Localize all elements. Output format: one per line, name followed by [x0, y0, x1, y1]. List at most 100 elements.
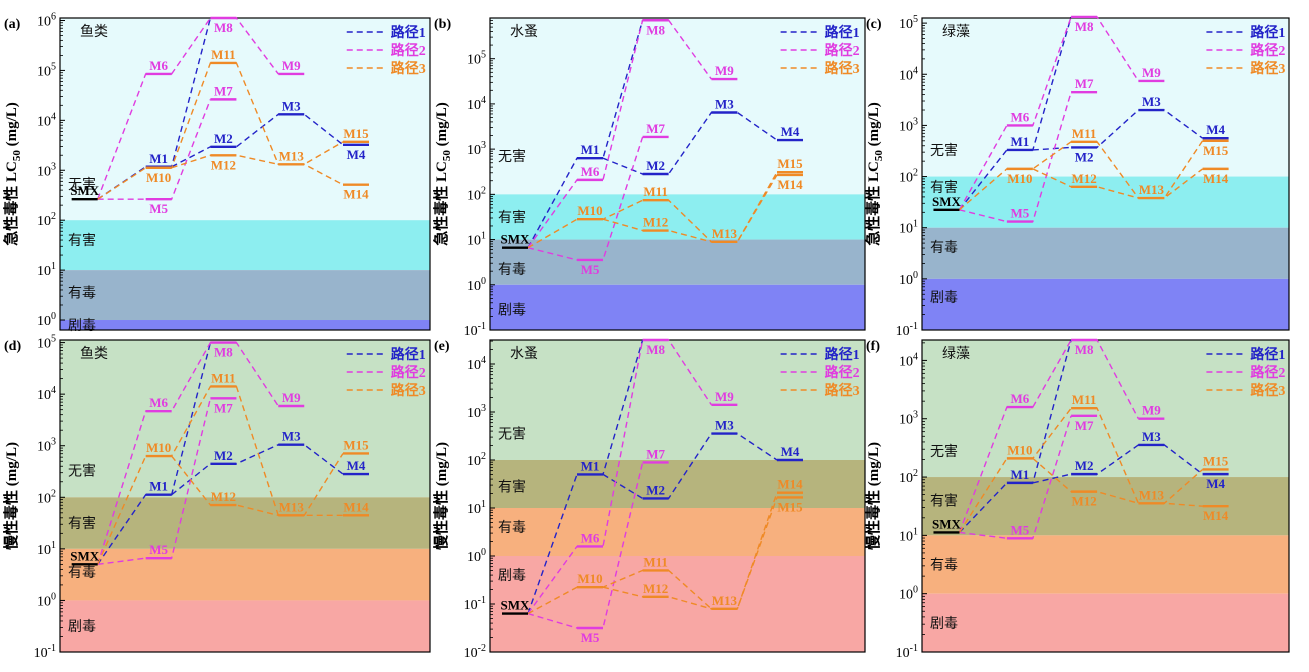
level-label-m9: M9 — [1142, 403, 1161, 418]
zone-band — [60, 220, 430, 271]
zone-band — [490, 460, 865, 508]
level-label-smx: SMX — [932, 194, 962, 209]
pathway-line — [527, 19, 712, 249]
zone-band — [922, 535, 1289, 594]
y-tick-label: 10-2 — [464, 643, 486, 661]
level-label-m1: M1 — [1010, 134, 1029, 149]
y-tick-label: 100 — [899, 270, 918, 288]
zone-label: 有害 — [68, 516, 96, 532]
level-label-m15: M15 — [343, 437, 369, 452]
pathway-line — [958, 16, 1139, 211]
legend-entry: 路径2 — [1250, 42, 1285, 59]
zone-label: 无害 — [498, 149, 526, 165]
level-label-m10: M10 — [1007, 171, 1032, 186]
pathway-line — [97, 17, 279, 200]
zone-band — [490, 508, 865, 556]
level-label-m15: M15 — [1203, 453, 1229, 468]
y-axis-title: 慢性毒性 (mg/L) — [2, 442, 20, 550]
y-tick-label: 10-1 — [464, 321, 486, 339]
pathway-line — [602, 174, 778, 243]
level-label-m9: M9 — [715, 63, 734, 78]
level-label-m15: M15 — [777, 156, 803, 171]
organism-label: 水蚤 — [510, 346, 538, 362]
y-tick-label: 105 — [37, 334, 56, 352]
zone-label: 有毒 — [930, 558, 958, 574]
level-label-m3: M3 — [282, 98, 301, 113]
pathway-line — [1032, 109, 1204, 151]
y-tick-label: 104 — [37, 111, 56, 129]
level-label-m7: M7 — [646, 446, 665, 461]
zone-label: 无害 — [930, 143, 958, 159]
zone-label: 无害 — [68, 463, 96, 479]
organism-label: 鱼类 — [80, 345, 108, 362]
zone-label: 剧毒 — [68, 318, 96, 334]
y-tick-label: 105 — [899, 14, 918, 32]
level-label-m4: M4 — [1206, 476, 1225, 491]
level-label-m11: M11 — [643, 554, 668, 569]
y-tick-label: 101 — [899, 526, 918, 544]
level-label-m15: M15 — [1203, 143, 1229, 158]
panel-label: (e) — [434, 339, 450, 354]
zone-label: 有害 — [498, 479, 526, 495]
level-label-m5: M5 — [1010, 206, 1029, 221]
level-label-m13: M13 — [1139, 182, 1165, 197]
zone-band — [922, 227, 1289, 279]
level-label-smx: SMX — [932, 516, 962, 531]
zone-label: 无害 — [498, 427, 526, 443]
y-axis-title: 慢性毒性 (mg/L) — [432, 442, 450, 550]
pathway-line — [958, 16, 1072, 211]
legend-entry: 路径2 — [391, 364, 426, 381]
y-tick-label: 10-1 — [464, 595, 486, 613]
legend-entry: 路径3 — [825, 60, 860, 77]
legend-entry: 路径1 — [391, 346, 426, 363]
y-tick-label: 103 — [899, 410, 918, 428]
zone-band — [60, 18, 430, 221]
plot-frame — [921, 339, 1290, 653]
legend-entry: 路径1 — [825, 24, 860, 41]
y-tick-label: 102 — [467, 185, 486, 203]
zone-band — [922, 340, 1289, 478]
plot-frame — [59, 17, 431, 331]
y-tick-label: 103 — [467, 140, 486, 158]
y-tick-label: 106 — [37, 11, 56, 29]
level-label-m12: M12 — [643, 215, 668, 230]
zone-label: 有害 — [930, 493, 958, 509]
y-tick-label: 104 — [467, 95, 486, 113]
legend-entry: 路径2 — [391, 42, 426, 59]
level-label-m3: M3 — [1142, 429, 1161, 444]
plot-frame — [489, 339, 866, 653]
level-label-m5: M5 — [1010, 522, 1029, 537]
level-label-m4: M4 — [347, 147, 366, 162]
level-label-m10: M10 — [146, 170, 171, 185]
level-label-smx: SMX — [501, 598, 531, 613]
zone-band — [60, 340, 430, 498]
level-label-m8: M8 — [1075, 19, 1094, 34]
y-axis-title: 慢性毒性 (mg/L) — [864, 442, 882, 550]
zone-label: 剧毒 — [498, 568, 526, 584]
zone-band — [60, 548, 430, 601]
legend-entry: 路径3 — [1250, 382, 1285, 399]
zone-band — [60, 270, 430, 321]
level-label-m9: M9 — [282, 58, 301, 73]
level-label-m5: M5 — [581, 262, 600, 277]
legend-entry: 路径2 — [825, 364, 860, 381]
y-tick-label: 10-1 — [896, 643, 918, 661]
level-label-m8: M8 — [214, 20, 233, 35]
level-label-m11: M11 — [211, 370, 236, 385]
zone-band — [490, 194, 865, 240]
pathway-line — [1032, 457, 1203, 507]
y-tick-label: 104 — [37, 385, 56, 403]
zone-band — [60, 600, 430, 652]
level-label-m13: M13 — [279, 499, 305, 514]
pathway-line — [602, 432, 778, 500]
level-label-m14: M14 — [777, 177, 803, 192]
zone-band — [490, 18, 865, 195]
zone-band — [60, 320, 430, 330]
y-axis-title: 急性毒性 LC50 (mg/L) — [2, 102, 23, 246]
plot-frame — [59, 339, 431, 653]
